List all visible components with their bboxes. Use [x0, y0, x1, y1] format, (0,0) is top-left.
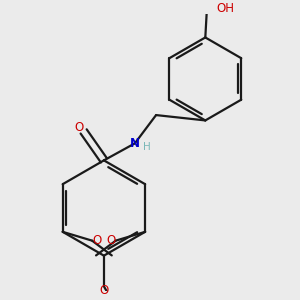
- Text: H: H: [143, 142, 150, 152]
- Text: O: O: [99, 284, 109, 297]
- Text: N: N: [130, 137, 140, 150]
- Text: O: O: [106, 234, 116, 247]
- Text: O: O: [74, 121, 84, 134]
- Text: O: O: [92, 234, 102, 247]
- Text: OH: OH: [217, 2, 235, 15]
